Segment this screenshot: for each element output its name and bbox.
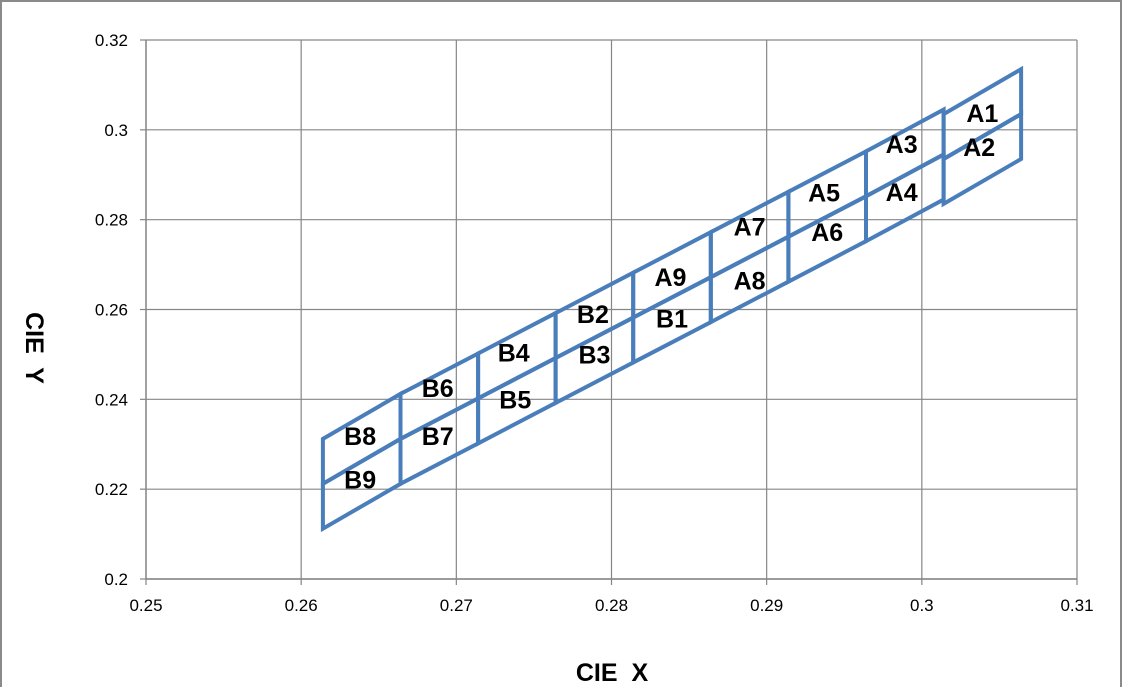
bin-a9-label: A9 <box>654 264 686 292</box>
x-tick-label: 0.25 <box>129 596 162 615</box>
bin-a7-label: A7 <box>734 213 766 241</box>
bin-b9-cell <box>320 435 403 533</box>
bin-a8-label: A8 <box>734 267 766 295</box>
x-tick-label: 0.28 <box>595 596 628 615</box>
bin-a6-label: A6 <box>811 219 843 247</box>
x-tick-label: 0.27 <box>440 596 473 615</box>
x-tick-label: 0.3 <box>910 596 934 615</box>
bin-b6-label: B6 <box>422 375 454 403</box>
bin-b8-label: B8 <box>344 423 376 451</box>
y-tick-label: 0.3 <box>104 121 128 140</box>
y-tick-label: 0.32 <box>95 31 128 50</box>
bin-b5-label: B5 <box>499 386 531 414</box>
bin-b9-label: B9 <box>344 466 376 494</box>
y-tick-label: 0.2 <box>104 570 128 589</box>
bin-labels: A1 A2 A3 A4 A5 A6 A7 A8 A9 B1 B2 B3 B4 B5 B6 B7 B8 B9 <box>344 100 998 495</box>
x-tick-label: 0.29 <box>750 596 783 615</box>
x-axis-title: CIE X <box>576 659 649 687</box>
bin-a2-label: A2 <box>963 134 995 162</box>
x-tick-label: 0.31 <box>1060 596 1093 615</box>
grid <box>145 39 1078 580</box>
bin-a4-label: A4 <box>886 179 918 207</box>
y-tick-label: 0.26 <box>95 301 128 320</box>
y-tick-label: 0.22 <box>95 480 128 499</box>
bin-b7-label: B7 <box>422 423 454 451</box>
bin-b1-label: B1 <box>656 305 688 333</box>
x-tick-label: 0.26 <box>285 596 318 615</box>
bin-a3-label: A3 <box>886 131 918 159</box>
bin-b4-label: B4 <box>498 340 530 368</box>
bin-b3-label: B3 <box>578 341 610 369</box>
bin-b2-label: B2 <box>577 301 609 329</box>
axes: 0.25 0.26 0.27 0.28 0.29 0.3 0.31 0.2 0.22 0.24 0.… <box>95 31 1094 615</box>
bin-a5-label: A5 <box>808 180 840 208</box>
bin-a1-label: A1 <box>966 100 998 128</box>
y-tick-label: 0.24 <box>95 390 128 409</box>
bin-grid <box>320 65 1024 533</box>
y-axis-title: CIE Y <box>20 312 48 384</box>
y-tick-label: 0.28 <box>95 211 128 230</box>
